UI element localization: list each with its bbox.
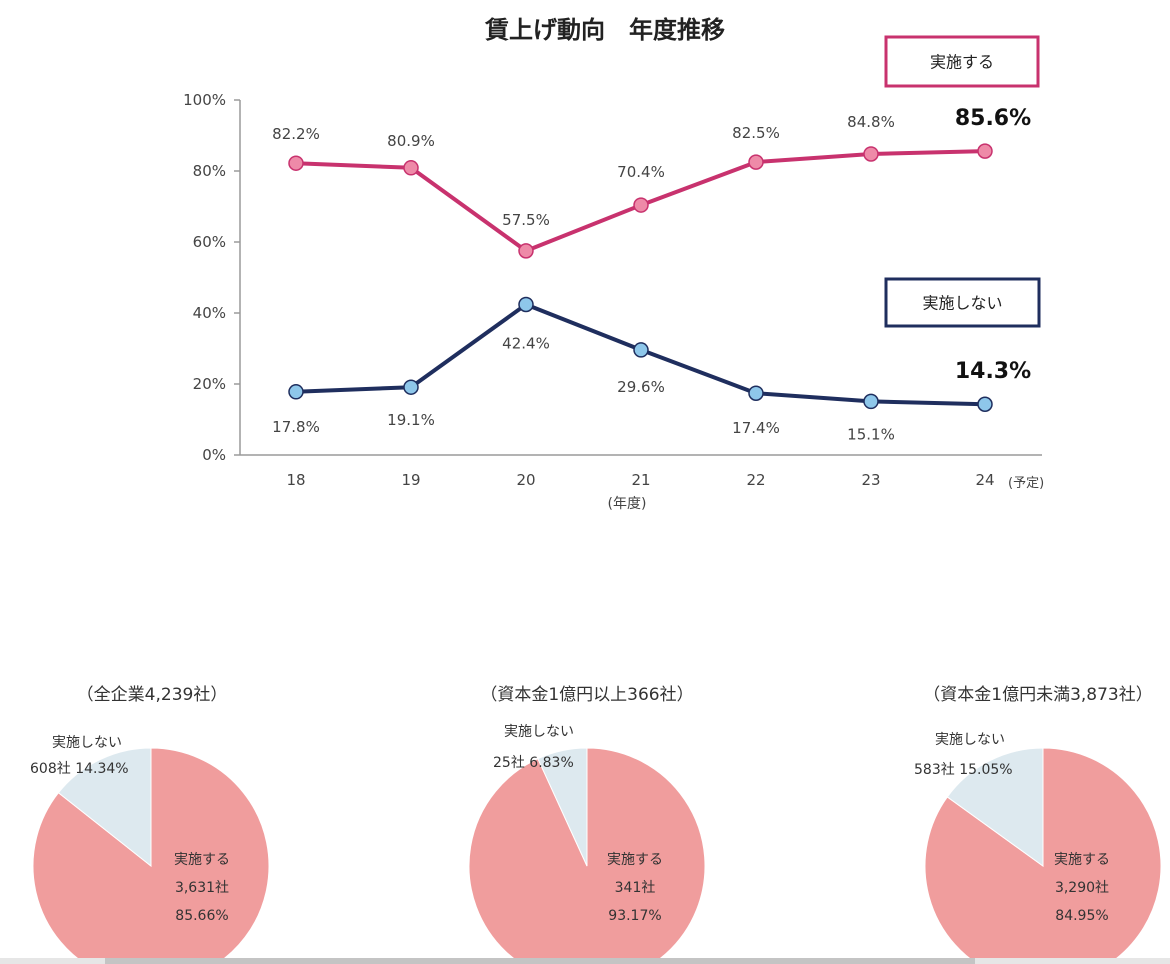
data-point [288,384,304,400]
pie-svg [468,747,706,964]
legend-box-not-implement: 実施しない [884,277,1041,328]
x-tick-label: 18 [286,471,305,489]
data-point [748,154,764,170]
slice-percent: 93.17% [608,908,662,924]
slice-label-not-implement-stats: 583社 15.05% [914,759,1013,779]
data-label: 42.4% [502,334,550,352]
data-point [518,243,534,259]
slice-count: 608社 [30,761,71,777]
y-tick-label: 80% [193,162,226,180]
scrollbar-thumb[interactable] [105,958,975,964]
pie-slice [946,747,1044,867]
y-tick-label: 100% [183,91,226,109]
pie-title: （資本金1億円以上366社） [480,685,694,705]
legend-frame [884,277,1041,328]
x-tick-label: 21 [631,471,650,489]
slice-label-implement: 実施する 3,290社 84.95% [1054,846,1110,930]
data-point [403,160,419,176]
data-label: 84.8% [847,113,895,131]
x-tick-label: 19 [401,471,420,489]
slice-label-not-implement-stats: 25社 6.83% [493,752,574,772]
data-point [977,396,993,412]
data-point [633,197,649,213]
data-label: 70.4% [617,163,665,181]
data-point [863,393,879,410]
data-label: 19.1% [387,411,435,429]
horizontal-scrollbar[interactable] [0,958,1170,964]
legend-box-implement: 実施する [884,35,1040,88]
data-point [748,385,764,401]
data-label: 85.6% [955,106,1031,131]
slice-count: 583社 [914,762,955,778]
slice-label-not-implement: 実施しない [935,732,1005,748]
slice-label-implement: 実施する 341社 93.17% [607,846,663,930]
data-label: 17.8% [272,418,320,436]
series-not-implement: 17.8% 19.1% 42.4% 29.6% 17.4% 15.1% 14.3% [272,296,1031,443]
pie-chart-all-companies: （全企業4,239社） 実施しない 608社 14.34% 実施する 3,631… [0,660,342,964]
pie-slice [57,747,152,868]
data-point [977,143,993,159]
x-tick-label: 20 [516,471,535,489]
slice-name: 実施する [607,852,663,868]
data-label: 15.1% [847,425,895,443]
pie-svg [32,747,270,964]
data-label: 82.5% [732,124,780,142]
y-tick-label: 0% [202,446,226,464]
y-tick-label: 40% [193,304,226,322]
pie-slice [924,747,1162,964]
data-point [288,155,304,171]
legend-label: 実施しない [922,294,1002,313]
slice-name: 実施する [1054,852,1110,868]
series-layer: 82.2% 80.9% 57.5% 70.4% 82.5% 84.8% 85.6% 17.8%… [272,106,1031,443]
pie-chart-small-capital: （資本金1億円未満3,873社） 実施しない 583社 15.05% 実施する … [848,660,1170,964]
slice-percent: 84.95% [1055,908,1109,924]
data-point [518,296,534,313]
data-label: 82.2% [272,125,320,143]
data-label: 29.6% [617,378,665,396]
pie-title: （全企業4,239社） [76,685,228,705]
pie-chart-large-capital: （資本金1億円以上366社） 実施しない 25社 6.83% 実施する 341社… [397,660,777,964]
y-tick-label: 60% [193,233,226,251]
pie-svg [924,747,1162,964]
pie-title: （資本金1億円未満3,873社） [923,685,1153,705]
y-tick-label: 20% [193,375,226,393]
data-label: 57.5% [502,211,550,229]
slice-count: 341社 [614,880,656,896]
slice-percent: 15.05% [959,762,1013,778]
data-point [863,146,879,162]
series-implement: 82.2% 80.9% 57.5% 70.4% 82.5% 84.8% 85.6% [272,106,1031,259]
slice-label-not-implement: 実施しない [52,735,122,751]
x-axis-label: (年度) [608,496,647,512]
data-point [633,342,649,358]
chart-title: 賃上げ動向 年度推移 [484,16,725,44]
pie-slice [537,747,588,867]
slice-label-not-implement-stats: 608社 14.34% [30,758,129,778]
legend-frame [884,35,1040,88]
slice-count: 3,290社 [1054,880,1110,896]
pie-slice [468,747,706,964]
legend-label: 実施する [930,53,994,72]
data-label: 80.9% [387,132,435,150]
x-tick-label: 24 [975,471,994,489]
slice-count: 3,631社 [174,880,230,896]
pie-slice [32,747,270,964]
data-label: 17.4% [732,419,780,437]
slice-count: 25社 [493,755,525,771]
line-chart: 賃上げ動向 年度推移 0% 20% 40% 60% 80% 100% 18 19 20 21 22… [183,16,1044,512]
x-tick-suffix: (予定) [1008,476,1044,491]
x-tick-label: 23 [861,471,880,489]
slice-percent: 6.83% [529,755,574,771]
y-axis: 0% 20% 40% 60% 80% 100% [183,91,241,464]
slice-percent: 85.66% [175,908,229,924]
slice-name: 実施する [174,852,230,868]
data-label: 14.3% [955,359,1031,384]
slice-label-implement: 実施する 3,631社 85.66% [174,846,230,930]
x-tick-label: 22 [746,471,765,489]
x-axis: 18 19 20 21 22 23 24 (予定) (年度) [240,454,1044,512]
slice-label-not-implement: 実施しない [504,724,574,740]
slice-percent: 14.34% [75,761,129,777]
data-point [403,379,419,395]
